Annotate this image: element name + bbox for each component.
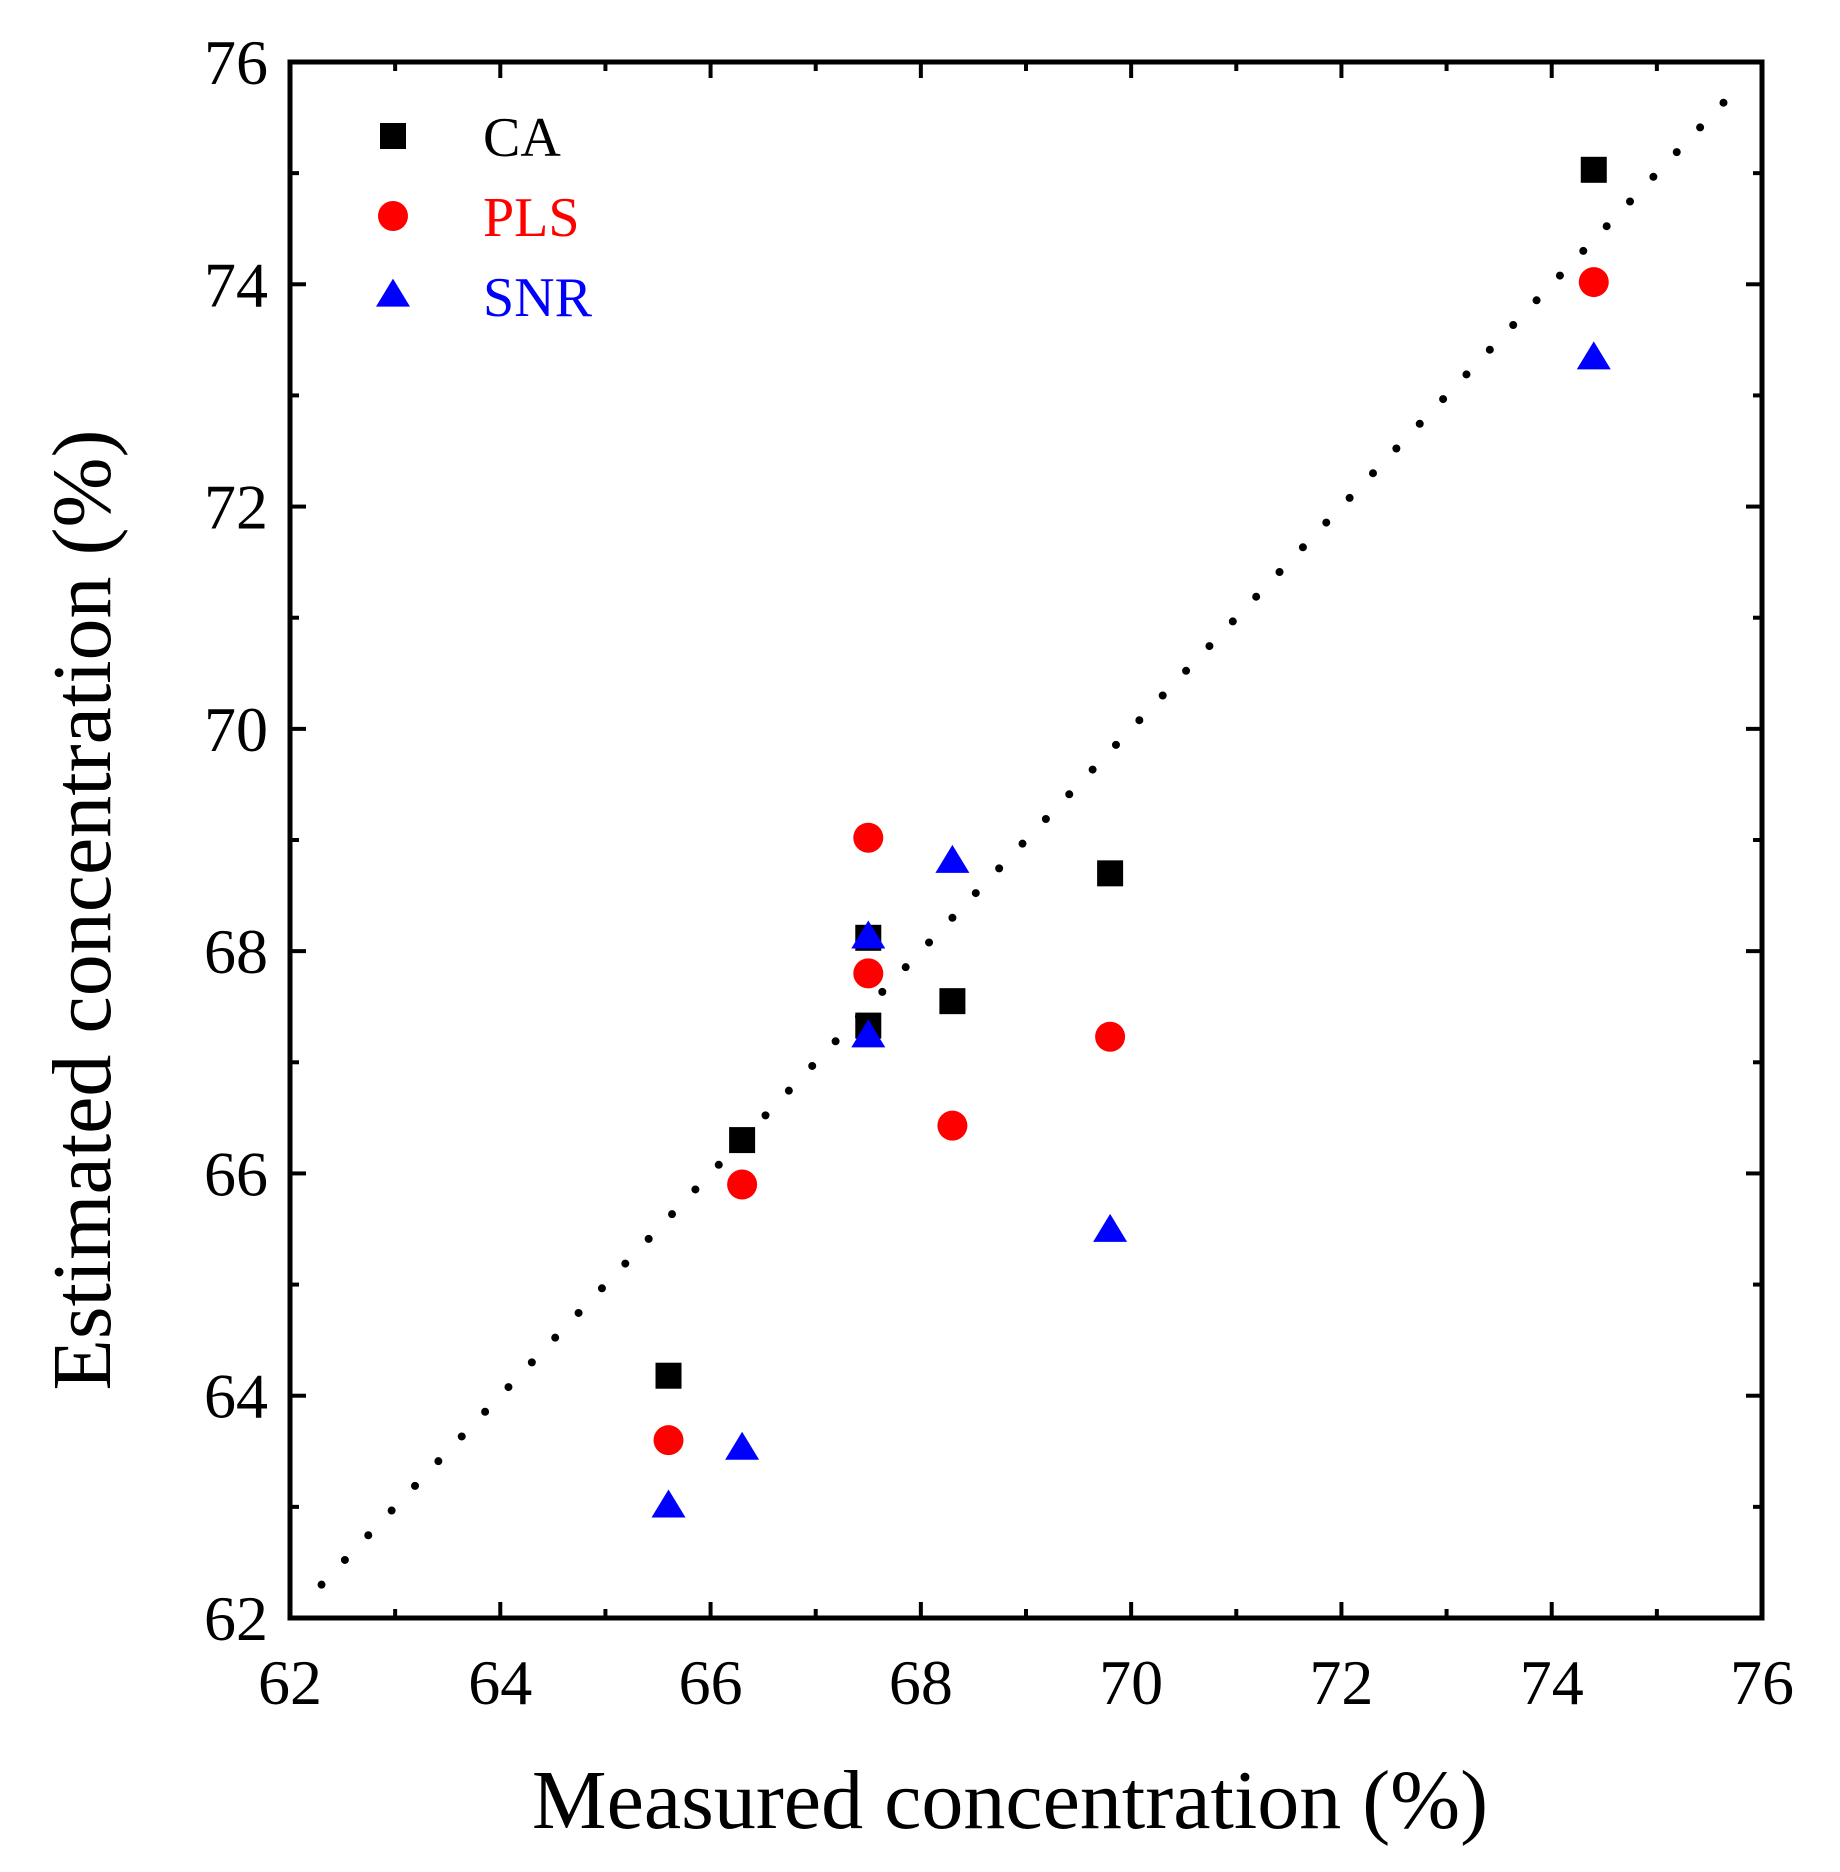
data-series-group [651, 156, 1611, 1518]
y-tick-label: 72 [204, 472, 268, 543]
data-point-snr [851, 1019, 886, 1048]
y-tick-label: 68 [204, 916, 268, 987]
x-axis-title: Measured concentration (%) [532, 1754, 1488, 1847]
legend-marker-snr [376, 278, 410, 307]
data-point-pls [1095, 1021, 1126, 1052]
y-tick-label: 66 [204, 1138, 268, 1209]
data-point-snr [1093, 1213, 1128, 1242]
data-point-snr [935, 844, 970, 873]
legend-marker-ca [380, 123, 406, 149]
y-tick-label: 74 [204, 249, 268, 320]
axis-ticks-group [288, 60, 1764, 1620]
series-snr [651, 341, 1611, 1518]
legend-marker-pls [378, 201, 408, 231]
y-tick-label: 62 [204, 1583, 268, 1654]
x-tick-label: 72 [1309, 1647, 1373, 1718]
data-point-snr [651, 1489, 686, 1518]
data-point-pls [853, 822, 884, 853]
y-tick-label: 76 [204, 27, 268, 98]
legend-label-ca: CA [483, 107, 561, 169]
y-tick-label: 70 [204, 694, 268, 765]
data-point-ca [1097, 860, 1124, 887]
series-ca [655, 156, 1607, 1389]
tick-labels-group: 62 64 66 68 70 72 74 76 62 64 66 68 70 72 74 76 [204, 27, 1794, 1718]
x-tick-label: 74 [1520, 1647, 1584, 1718]
legend-label-snr: SNR [483, 267, 593, 329]
x-tick-label: 76 [1730, 1647, 1794, 1718]
data-point-pls [937, 1110, 968, 1141]
data-point-ca [939, 988, 966, 1015]
data-point-pls [853, 958, 884, 989]
x-tick-label: 66 [679, 1647, 743, 1718]
x-tick-label: 70 [1099, 1647, 1163, 1718]
data-point-pls [653, 1425, 684, 1456]
legend-label-pls: PLS [483, 187, 580, 249]
data-point-snr [1576, 341, 1611, 370]
legend: CA PLS SNR [376, 107, 593, 329]
x-tick-label: 62 [258, 1647, 322, 1718]
y-tick-label: 64 [204, 1361, 268, 1432]
y-axis-title: Estimated concentration (%) [36, 430, 129, 1391]
data-point-ca [729, 1127, 756, 1154]
data-point-ca [655, 1362, 682, 1389]
data-point-pls [1578, 267, 1609, 298]
data-point-snr [851, 920, 886, 949]
x-tick-label: 64 [468, 1647, 532, 1718]
x-tick-label: 68 [889, 1647, 953, 1718]
data-point-pls [727, 1169, 758, 1200]
data-point-snr [725, 1431, 760, 1460]
data-point-ca [1580, 156, 1607, 183]
series-pls [653, 267, 1609, 1456]
